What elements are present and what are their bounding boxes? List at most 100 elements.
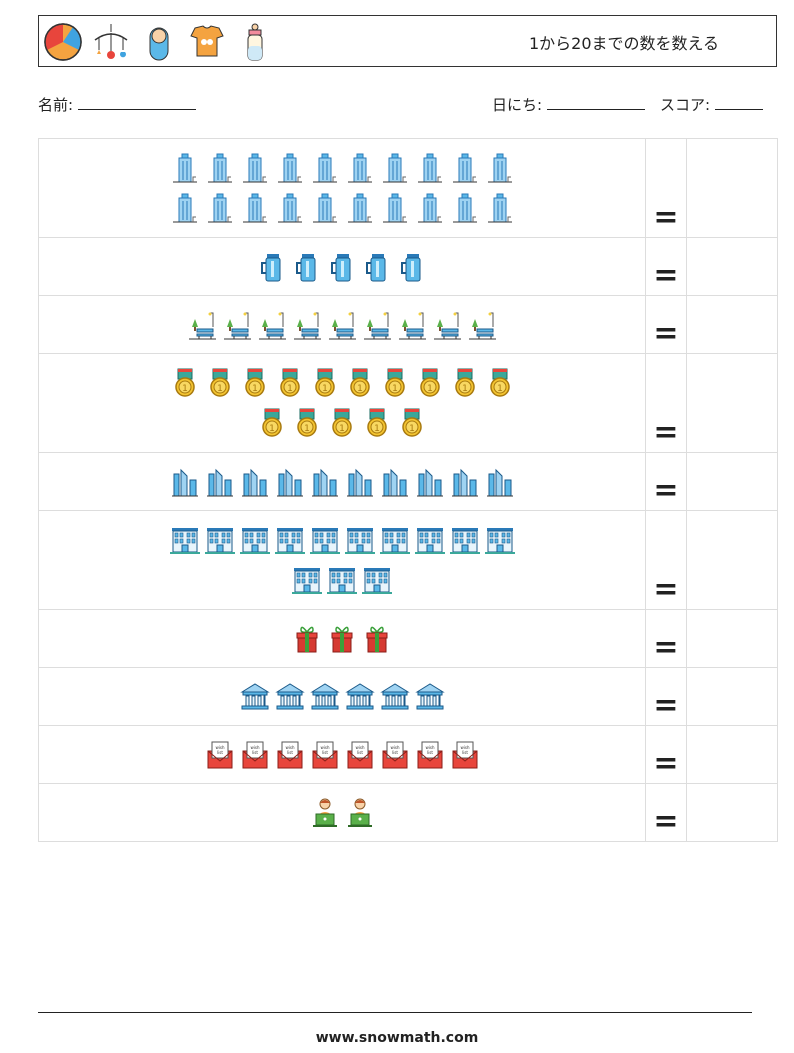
svg-text:1: 1: [374, 424, 380, 434]
answer-box[interactable]: [686, 667, 778, 726]
city-towers-icon: [485, 466, 515, 498]
picture-row: [39, 520, 645, 560]
picture-row: [39, 560, 645, 600]
svg-text:1: 1: [392, 384, 398, 394]
museum-icon: [309, 681, 340, 713]
wish-letter-icon: wish list: [205, 739, 235, 771]
park-bench-icon: [257, 309, 287, 341]
museum-icon: [274, 681, 305, 713]
wish-letter-icon: wish list: [415, 739, 445, 771]
picture-row: 1 1 1 1 1 1 1 1 1 1: [39, 363, 645, 403]
svg-text:wish: wish: [285, 745, 294, 750]
answer-box[interactable]: [686, 138, 778, 238]
baby-onesie-icon: [187, 22, 227, 62]
svg-text:1: 1: [269, 424, 275, 434]
name-field: 名前:: [38, 94, 196, 115]
picture-cell: wish list wish list wish list wish list wish list…: [38, 725, 646, 784]
table-row: =: [38, 452, 778, 511]
park-bench-icon: [222, 309, 252, 341]
picture-cell: [38, 510, 646, 610]
svg-text:1: 1: [322, 384, 328, 394]
office-building-icon: [274, 524, 305, 556]
office-building-icon: [309, 524, 340, 556]
answer-box[interactable]: [686, 452, 778, 511]
svg-text:list: list: [287, 750, 293, 755]
skyscraper-icon: [310, 152, 340, 184]
equals-cell: =: [645, 138, 687, 238]
equals-sign: =: [653, 688, 679, 723]
answer-box[interactable]: [686, 609, 778, 668]
answer-box[interactable]: [686, 237, 778, 296]
park-bench-icon: [432, 309, 462, 341]
picture-row: [39, 462, 645, 502]
name-label: 名前:: [38, 96, 74, 114]
skyscraper-icon: [345, 152, 375, 184]
skyscraper-icon: [275, 152, 305, 184]
skyscraper-icon: [485, 152, 515, 184]
city-towers-icon: [205, 466, 235, 498]
skyscraper-icon: [485, 192, 515, 224]
answer-box[interactable]: [686, 510, 778, 610]
equals-cell: =: [645, 295, 687, 354]
equals-cell: =: [645, 609, 687, 668]
picture-row: [39, 247, 645, 287]
equals-cell: =: [645, 510, 687, 610]
picture-row: [39, 305, 645, 345]
city-towers-icon: [310, 466, 340, 498]
footer-divider: [38, 1012, 752, 1013]
equals-sign: =: [653, 804, 679, 839]
svg-text:list: list: [357, 750, 363, 755]
equals-cell: =: [645, 237, 687, 296]
equals-cell: =: [645, 783, 687, 842]
answer-box[interactable]: [686, 725, 778, 784]
park-bench-icon: [397, 309, 427, 341]
svg-text:1: 1: [462, 384, 468, 394]
score-blank[interactable]: [714, 95, 763, 110]
picture-row: [39, 148, 645, 188]
name-blank[interactable]: [77, 95, 196, 110]
office-building-icon: [327, 564, 357, 596]
gift-box-icon: [292, 623, 322, 655]
office-building-icon: [169, 524, 200, 556]
table-row: 1 1 1 1 1 1 1 1 1 1 1 1 1 1 1 =: [38, 353, 778, 453]
park-bench-icon: [362, 309, 392, 341]
skyscraper-icon: [275, 192, 305, 224]
svg-text:1: 1: [409, 424, 415, 434]
medal-icon: 1: [345, 367, 375, 399]
medal-icon: 1: [327, 407, 357, 439]
svg-text:wish: wish: [320, 745, 329, 750]
footer-url: www.snowmath.com: [315, 1030, 479, 1046]
equals-cell: =: [645, 667, 687, 726]
svg-text:wish: wish: [390, 745, 399, 750]
picture-cell: [38, 783, 646, 842]
svg-text:1: 1: [339, 424, 345, 434]
wish-letter-icon: wish list: [345, 739, 375, 771]
city-towers-icon: [415, 466, 445, 498]
score-label: スコア:: [660, 96, 711, 114]
date-blank[interactable]: [546, 95, 645, 110]
counting-table: = = = 1 1 1 1 1 1 1 1 1 1 1 1 1 1 1 = = = = = wish list wish list w…: [38, 138, 778, 842]
table-row: wish list wish list wish list wish list wish list…: [38, 725, 778, 784]
office-building-icon: [414, 524, 445, 556]
park-bench-icon: [467, 309, 497, 341]
thermos-icon: [362, 251, 392, 283]
answer-box[interactable]: [686, 353, 778, 453]
date-label: 日にち:: [492, 96, 543, 114]
city-towers-icon: [170, 466, 200, 498]
equals-sign: =: [653, 473, 679, 508]
answer-box[interactable]: [686, 295, 778, 354]
city-towers-icon: [380, 466, 410, 498]
equals-sign: =: [653, 572, 679, 607]
city-towers-icon: [240, 466, 270, 498]
museum-icon: [344, 681, 375, 713]
picture-cell: [38, 237, 646, 296]
wish-letter-icon: wish list: [240, 739, 270, 771]
equals-cell: =: [645, 452, 687, 511]
svg-text:wish: wish: [355, 745, 364, 750]
answer-box[interactable]: [686, 783, 778, 842]
office-building-icon: [344, 524, 375, 556]
picture-cell: [38, 295, 646, 354]
baby-mobile-icon: [91, 22, 131, 62]
skyscraper-icon: [240, 152, 270, 184]
office-building-icon: [292, 564, 322, 596]
